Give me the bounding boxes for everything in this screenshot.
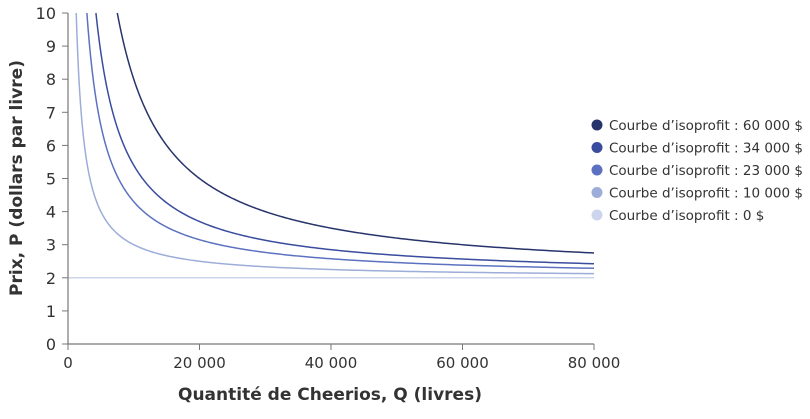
legend: Courbe d’isoprofit : 60 000 $ Courbe d’is… (591, 118, 803, 224)
y-tick-label: 8 (46, 70, 56, 89)
y-tick-label: 1 (46, 302, 56, 321)
y-tick-label: 3 (46, 236, 56, 255)
x-tick-label: 60 000 (436, 354, 489, 372)
y-tick-label: 6 (46, 136, 56, 155)
legend-marker (591, 119, 603, 131)
y-tick-label: 4 (46, 203, 56, 222)
axes: 0 1 2 3 4 5 6 7 8 9 10 0 20 000 40 000 60 000 80 000 (36, 4, 621, 372)
y-tick-label: 7 (46, 103, 56, 122)
legend-marker (591, 164, 603, 176)
isoprofit-curve-10000 (75, 12, 595, 275)
x-tick-label: 80 000 (568, 354, 621, 372)
x-tick-label: 0 (63, 354, 73, 372)
legend-label: Courbe d’isoprofit : 10 000 $ (609, 186, 803, 202)
legend-label: Courbe d’isoprofit : 0 $ (609, 208, 764, 224)
y-tick-label: 10 (36, 4, 56, 23)
y-tick-label: 0 (46, 335, 56, 354)
legend-label: Courbe d’isoprofit : 60 000 $ (609, 118, 803, 134)
legend-marker (591, 187, 603, 198)
x-tick-label: 20 000 (173, 354, 226, 372)
legend-label: Courbe d’isoprofit : 34 000 $ (609, 141, 803, 157)
x-tick-label: 40 000 (305, 354, 358, 372)
y-tick-label: 9 (46, 37, 56, 56)
legend-label: Courbe d’isoprofit : 23 000 $ (609, 163, 803, 179)
y-axis-label: Prix, P (dollars par livre) (7, 60, 27, 296)
legend-marker (591, 209, 603, 221)
isoprofit-curve-60000 (116, 12, 595, 254)
isoprofit-curve-34000 (95, 12, 595, 265)
legend-marker (591, 142, 603, 153)
isoprofit-curve-23000 (86, 12, 595, 270)
x-axis-label: Quantité de Cheerios, Q (livres) (178, 385, 482, 405)
y-tick-label: 2 (46, 269, 56, 288)
curves (68, 12, 595, 279)
y-tick-label: 5 (46, 170, 56, 189)
